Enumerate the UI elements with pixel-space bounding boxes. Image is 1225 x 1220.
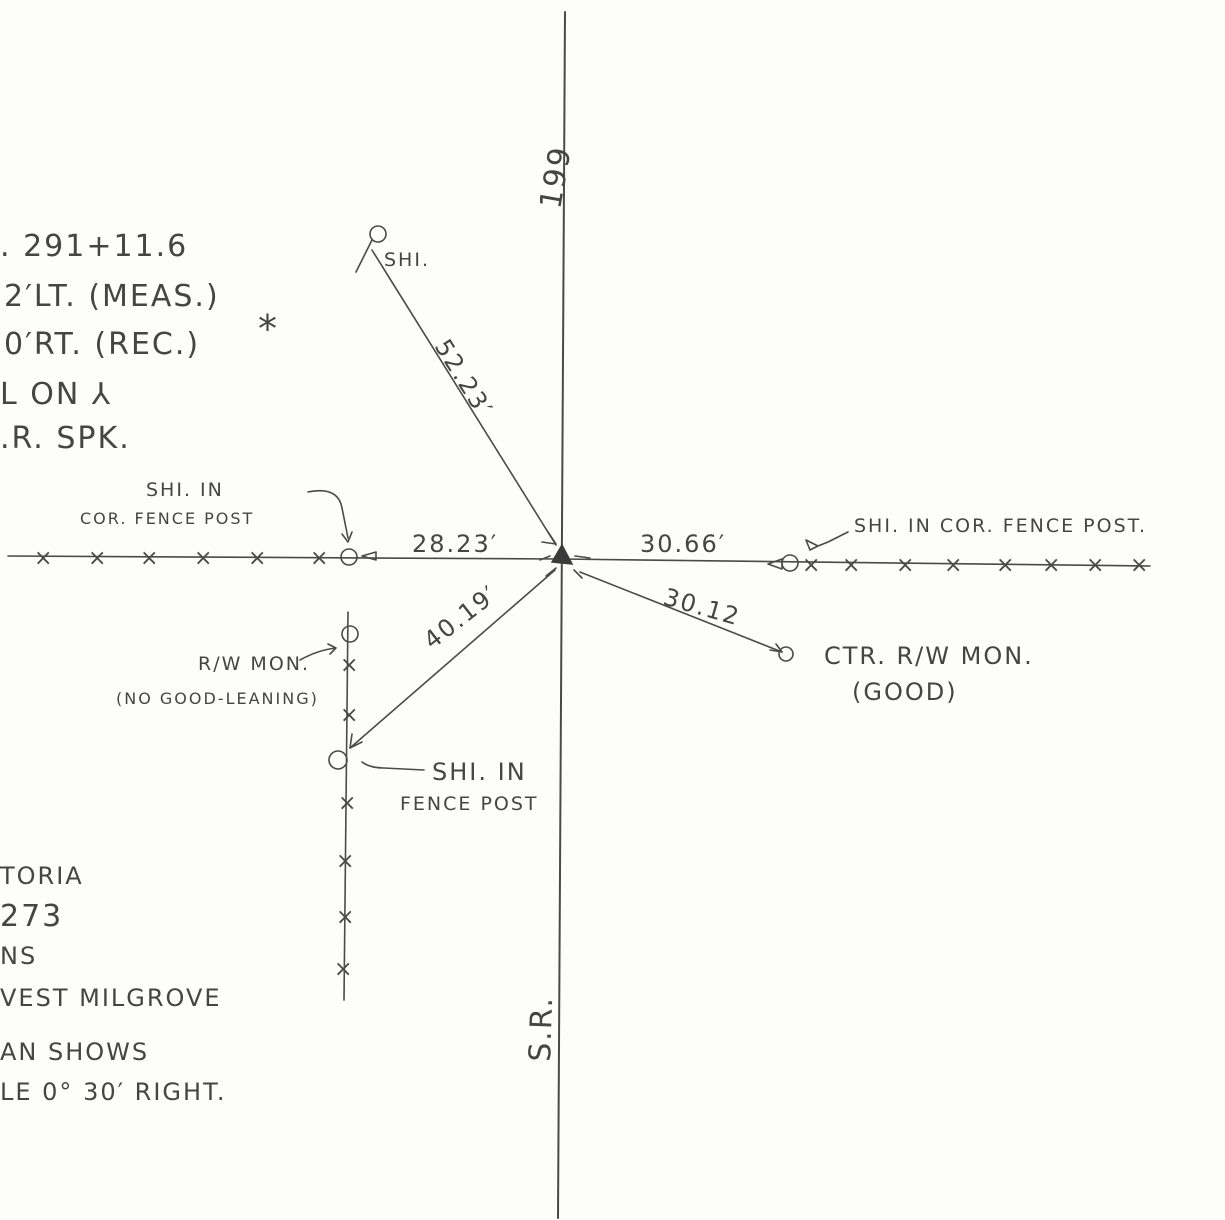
se-tie-label-line: CTR. R/W MON. (824, 642, 1034, 670)
tie-line-se (579, 571, 783, 653)
fence-mark: × (802, 553, 820, 578)
arrow-se-icon (769, 643, 783, 653)
location-notes: TORIA 273 NS VEST MILGROVE (0, 862, 222, 1012)
location-note-line: VEST MILGROVE (0, 984, 222, 1012)
plan-note-line: AN SHOWS (0, 1038, 149, 1066)
rw-monument-leaning-icon (341, 625, 359, 643)
shiner-nw-icon (369, 225, 387, 243)
fence-mark: × (1086, 553, 1104, 578)
sw-tie-label-line: FENCE POST (400, 793, 539, 815)
fence-mark: × (194, 546, 212, 571)
fence-mark: × (896, 553, 914, 578)
location-note-line: TORIA (0, 862, 84, 890)
sw-tie-distance: 40.19′ (418, 580, 503, 655)
asterisk-mark: * (258, 307, 279, 351)
fence-mark: × (34, 546, 52, 571)
location-note-line: 273 (0, 899, 63, 934)
arrow-west-icon (361, 551, 377, 561)
arrow-sw-icon (349, 733, 363, 749)
fence-mark: × (88, 546, 106, 571)
tie-line-west (7, 555, 561, 560)
fence-post-east-icon (781, 554, 799, 572)
fence-post-west-icon (340, 548, 358, 566)
sw-tie-label-line: SHI. IN (432, 758, 527, 786)
arrow-nw-icon (541, 531, 557, 545)
rw-monument-label-line: (NO GOOD-LEANING) (116, 689, 319, 708)
fence-mark: × (340, 703, 358, 728)
route-number-label: 199 (533, 143, 578, 211)
fence-mark: × (1042, 553, 1060, 578)
fence-mark: × (996, 553, 1014, 578)
fence-marks-south: × × × × × × (334, 653, 358, 982)
location-note-line: NS (0, 942, 37, 970)
route-centerline (557, 11, 566, 1219)
fence-mark: × (336, 905, 354, 930)
fence-mark: × (336, 849, 354, 874)
station-note-line: .R. SPK. (0, 421, 131, 456)
station-notes: . 291+11.6 2′LT. (MEAS.) 0′RT. (REC.) L … (0, 229, 220, 456)
plan-note-line: LE 0° 30′ RIGHT. (0, 1078, 227, 1106)
rw-monument-leader (299, 643, 337, 661)
fence-line-south (343, 611, 349, 1001)
tie-line-east (559, 558, 1151, 567)
shiner-nw-stem (355, 239, 373, 273)
spike-point-icon (539, 543, 591, 579)
plan-notes: AN SHOWS LE 0° 30′ RIGHT. (0, 1038, 227, 1106)
fence-mark: × (1130, 553, 1148, 578)
station-note-line: . 291+11.6 (0, 229, 188, 264)
se-tie-distance: 30.12 (660, 583, 743, 632)
route-prefix-label: S.R. (523, 995, 560, 1062)
se-tie-label-line: (GOOD) (852, 678, 958, 706)
west-tie-leader (307, 489, 353, 543)
fence-mark: × (140, 546, 158, 571)
fence-mark: × (842, 553, 860, 578)
fence-marks-east: × × × × × × × × (802, 553, 1148, 578)
station-note-line: L ON ⅄ (0, 377, 112, 412)
rw-monument-label-line: R/W MON. (198, 653, 310, 675)
fence-post-sw-icon (328, 750, 348, 770)
ctr-rw-monument-icon (778, 646, 794, 662)
fence-mark: × (338, 791, 356, 816)
station-note-line: 0′RT. (REC.) (4, 327, 200, 362)
tie-line-sw (349, 569, 556, 749)
tie-line-nw (371, 249, 557, 546)
fence-mark: × (310, 546, 328, 571)
fence-marks-west: × × × × × × (34, 546, 328, 571)
west-tie-label-line: SHI. IN (146, 479, 224, 501)
nw-tie-distance: 52.23′ (429, 334, 498, 422)
east-tie-distance: 30.66′ (640, 530, 726, 558)
fence-mark: × (944, 553, 962, 578)
fence-mark: × (340, 653, 358, 678)
east-tie-leader (805, 531, 849, 551)
arrow-east-icon (767, 558, 783, 570)
station-note-line: 2′LT. (MEAS.) (4, 279, 220, 314)
west-tie-distance: 28.23′ (412, 530, 498, 558)
fence-mark: × (334, 957, 352, 982)
fence-mark: × (248, 546, 266, 571)
west-tie-label-line: COR. FENCE POST (80, 509, 254, 528)
nw-tie-label: SHI. (384, 249, 430, 271)
east-tie-label: SHI. IN COR. FENCE POST. (854, 515, 1147, 537)
sw-tie-leader (361, 761, 425, 771)
